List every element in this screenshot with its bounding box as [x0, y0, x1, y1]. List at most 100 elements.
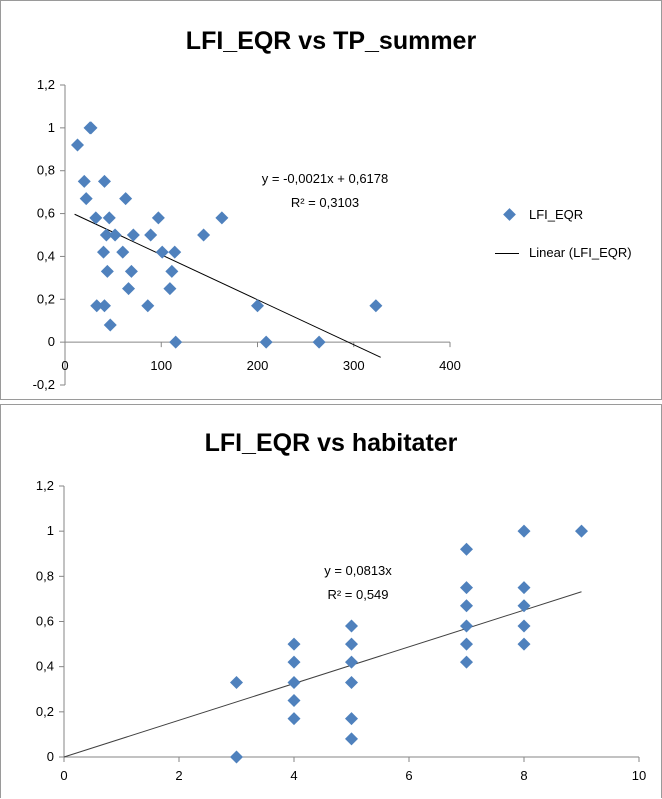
data-point	[345, 732, 358, 746]
scatter-plot-tp-summer: -0,2 0 0,2 0,4 0,6 0,8 1 1,2 0 100 200 300 400 y = -0…	[33, 77, 461, 392]
data-point	[369, 299, 383, 313]
data-point	[102, 211, 116, 225]
data-point	[97, 299, 111, 313]
data-point	[89, 211, 103, 225]
y-tick-label: 0,4	[37, 248, 55, 263]
data-point	[144, 228, 158, 242]
data-point	[345, 675, 358, 689]
data-point	[460, 655, 473, 669]
data-point	[517, 619, 531, 633]
x-tick-label: 10	[632, 768, 646, 783]
x-tick-label: 0	[61, 358, 68, 373]
data-point	[287, 675, 301, 689]
y-tick-label: 1,2	[36, 478, 54, 493]
y-tick-label: 0,2	[37, 291, 55, 306]
y-tick-label: 1	[48, 120, 55, 135]
y-tick-label: 0,6	[37, 206, 55, 221]
data-point	[517, 581, 531, 595]
data-point	[287, 694, 301, 708]
trendline-r-squared: R² = 0,3103	[291, 195, 359, 210]
data-point	[124, 264, 138, 278]
data-point	[168, 245, 182, 259]
data-point	[287, 637, 301, 651]
data-point	[169, 335, 183, 349]
data-point	[119, 192, 133, 206]
data-point	[517, 524, 531, 538]
data-point	[230, 675, 243, 689]
data-point	[83, 121, 97, 135]
y-tick-label: 0,4	[36, 659, 54, 674]
data-point	[517, 599, 531, 613]
data-point	[312, 335, 326, 349]
y-tick-label: 1,2	[37, 77, 55, 92]
data-point	[71, 138, 85, 152]
diamond-marker-icon	[503, 208, 516, 221]
data-point	[259, 335, 273, 349]
data-point	[116, 245, 130, 259]
legend-label: Linear (LFI_EQR)	[529, 245, 632, 260]
data-point	[165, 264, 179, 278]
trendline-equation: y = 0,0813x	[324, 563, 392, 578]
data-point	[90, 299, 104, 313]
chart-title: LFI_EQR vs habitater	[204, 429, 458, 457]
trendline-r-squared: R² = 0,549	[327, 587, 388, 602]
data-point	[97, 245, 110, 259]
data-point	[287, 655, 301, 669]
x-tick-label: 100	[150, 358, 172, 373]
data-point	[163, 282, 177, 296]
data-point	[345, 637, 358, 651]
y-tick-label: 1	[47, 523, 54, 538]
x-tick-label: 6	[405, 768, 412, 783]
x-tick-label: 400	[439, 358, 461, 373]
data-point	[345, 712, 358, 726]
data-point	[126, 228, 140, 242]
data-point	[108, 228, 122, 242]
chart-tp-summer: LFI_EQR vs TP_summer -0,2 0 0,2 0,4 0,6 0,8 1 1…	[0, 0, 662, 400]
data-point	[517, 637, 531, 651]
data-point	[287, 712, 301, 726]
data-point	[460, 637, 473, 651]
data-point	[215, 211, 229, 225]
line-marker-icon	[495, 253, 519, 254]
y-tick-label: -0,2	[33, 377, 55, 392]
data-point	[460, 599, 473, 613]
y-tick-label: 0,2	[36, 704, 54, 719]
data-point	[79, 192, 93, 206]
x-tick-label: 200	[247, 358, 269, 373]
data-point	[141, 299, 155, 313]
x-tick-label: 300	[343, 358, 365, 373]
x-tick-label: 4	[290, 768, 297, 783]
data-point	[460, 619, 473, 633]
y-tick-label: 0,8	[37, 163, 55, 178]
y-tick-label: 0	[48, 334, 55, 349]
trendline-equation: y = -0,0021x + 0,6178	[262, 171, 388, 186]
trendline	[74, 213, 381, 358]
trendline	[63, 591, 582, 758]
y-tick-label: 0	[47, 749, 54, 764]
scatter-plot-habitater: 0 0,2 0,4 0,6 0,8 1 1,2 0 2 4 6 8 10 y = 0,0813x R² = …	[36, 478, 646, 783]
x-tick-label: 2	[175, 768, 182, 783]
data-point	[100, 264, 114, 278]
data-point	[151, 211, 165, 225]
data-point	[99, 228, 113, 242]
legend: LFI_EQR Linear (LFI_EQR)	[495, 207, 662, 267]
data-point	[97, 174, 111, 188]
y-tick-label: 0,8	[36, 568, 54, 583]
y-tick-label: 0,6	[36, 614, 54, 629]
data-point	[122, 282, 136, 296]
data-point	[103, 318, 117, 332]
x-tick-label: 8	[520, 768, 527, 783]
data-point	[77, 174, 91, 188]
data-point	[197, 228, 211, 242]
legend-label: LFI_EQR	[529, 207, 584, 222]
x-tick-label: 0	[60, 768, 67, 783]
data-point	[155, 245, 169, 259]
data-point	[345, 655, 358, 669]
data-point	[345, 619, 358, 633]
data-point	[460, 581, 473, 595]
data-point	[251, 299, 264, 313]
chart-title: LFI_EQR vs TP_summer	[185, 27, 477, 55]
data-point	[460, 542, 473, 556]
chart-habitater: LFI_EQR vs habitater 0 0,2 0,4 0,6 0,8 1 1,2 0 2…	[0, 404, 662, 798]
data-point	[230, 750, 243, 764]
